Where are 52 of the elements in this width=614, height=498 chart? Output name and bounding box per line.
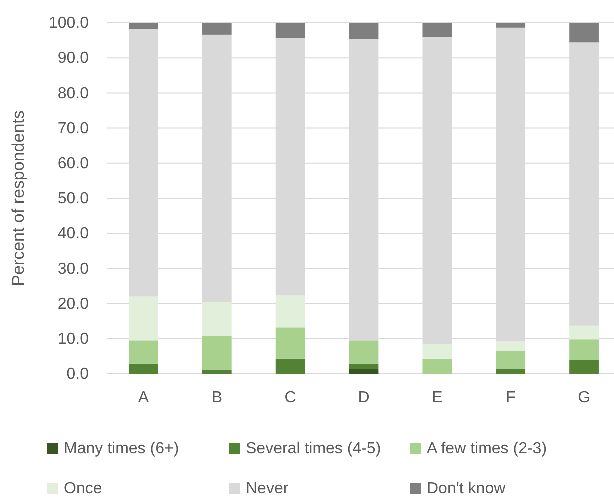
y-tick-label: 60.0	[58, 156, 90, 173]
bar	[422, 23, 452, 38]
bar	[422, 358, 452, 374]
legend-label: Don't know	[427, 480, 506, 498]
y-tick-label: 50.0	[58, 190, 90, 208]
y-tick-label: 30.0	[58, 260, 90, 278]
y-tick-label: 40.0	[58, 226, 90, 243]
bar	[129, 296, 158, 341]
bar	[202, 23, 232, 35]
bar	[129, 23, 158, 30]
bar	[570, 23, 599, 43]
bar	[496, 342, 526, 352]
y-tick-label: 0.0	[66, 366, 90, 384]
y-tick-label: 80.0	[58, 85, 90, 102]
bar	[276, 358, 306, 374]
bar	[129, 340, 158, 364]
y-tick-label: 20.0	[58, 296, 90, 313]
bar	[349, 364, 379, 370]
y-tick-label: 100.0	[48, 15, 90, 32]
legend-label: Once	[64, 480, 102, 498]
x-tick-label: F	[506, 389, 516, 406]
bar	[276, 328, 306, 359]
y-axis-title: Percent of respondents	[9, 110, 28, 286]
bar	[496, 351, 526, 370]
bar	[570, 340, 599, 360]
bar	[570, 360, 599, 374]
bar	[202, 370, 232, 374]
bar	[202, 336, 232, 370]
bar	[349, 340, 379, 364]
legend-label: Several times (4-5)	[246, 440, 382, 458]
legend-label: A few times (2-3)	[427, 440, 548, 458]
bar	[276, 296, 306, 328]
bar	[496, 369, 526, 374]
x-tick-label: C	[284, 389, 296, 406]
x-tick-label: A	[138, 389, 150, 406]
bar	[202, 302, 232, 336]
y-tick-label: 10.0	[58, 331, 90, 348]
bar	[349, 369, 379, 374]
legend-label: Never	[246, 480, 290, 498]
bar	[276, 23, 306, 38]
bar	[422, 344, 452, 359]
bar	[349, 23, 379, 40]
x-tick-label: D	[358, 389, 370, 406]
x-tick-label: E	[432, 389, 443, 406]
y-tick-label: 90.0	[58, 50, 90, 68]
bar	[570, 326, 599, 340]
legend-label: Many times (6+)	[64, 440, 180, 458]
x-tick-label: B	[212, 389, 222, 406]
y-tick-label: 70.0	[58, 120, 90, 138]
bar	[129, 364, 158, 374]
x-tick-label: G	[578, 389, 591, 406]
bar	[496, 23, 526, 28]
